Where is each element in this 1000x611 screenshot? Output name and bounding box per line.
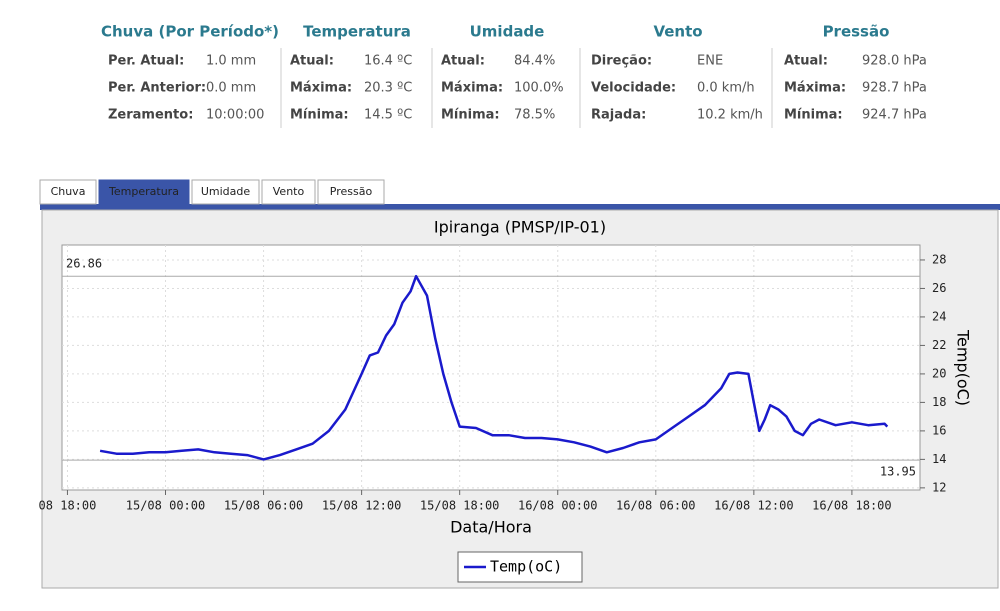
field-label: Mínima: (441, 108, 500, 123)
x-tick-label: 15/08 00:00 (126, 499, 205, 513)
chart-title: Ipiranga (PMSP/IP-01) (434, 218, 606, 237)
y-tick-label: 16 (932, 423, 946, 437)
field-label: Direção: (591, 54, 652, 69)
field-value: 0.0 mm (206, 81, 256, 96)
tab[interactable] (261, 179, 316, 205)
field-label: Per. Atual: (108, 54, 184, 69)
tab-label[interactable]: Chuva (51, 185, 86, 198)
series-line (99, 274, 889, 461)
panel-title: Pressão (823, 23, 890, 41)
x-axis-title: Data/Hora (450, 518, 532, 537)
y-tick-label: 28 (932, 252, 946, 266)
field-value: 928.7 hPa (862, 81, 927, 96)
field-value: 100.0% (514, 81, 564, 96)
field-label: Atual: (441, 54, 485, 69)
y-tick-label: 12 (932, 480, 946, 494)
field-value: 924.7 hPa (862, 108, 927, 123)
panel-title: Temperatura (303, 23, 411, 41)
field-label: Atual: (784, 54, 828, 69)
field-value: 14.5 ºC (364, 108, 412, 123)
field-value: 928.0 hPa (862, 54, 927, 69)
plot-area (61, 244, 921, 491)
field-label: Máxima: (441, 81, 503, 96)
panel-title: Chuva (Por Período*) (101, 23, 279, 41)
field-label: Atual: (290, 54, 334, 69)
x-tick-label: 16/08 00:00 (518, 499, 597, 513)
legend-label: Temp(oC) (490, 558, 562, 576)
x-tick-label: 16/08 12:00 (714, 499, 793, 513)
y-tick-label: 26 (932, 281, 946, 295)
field-label: Velocidade: (591, 81, 676, 96)
x-tick-label: 16/08 18:00 (812, 499, 891, 513)
tab-bar (40, 204, 1000, 210)
x-tick-label: 16/08 06:00 (616, 499, 695, 513)
field-value: 78.5% (514, 108, 555, 123)
field-label: Máxima: (290, 81, 352, 96)
tab[interactable] (317, 179, 385, 205)
y-tick-label: 22 (932, 338, 946, 352)
field-value: 0.0 km/h (697, 81, 755, 96)
tab[interactable] (191, 179, 260, 205)
field-label: Rajada: (591, 108, 646, 123)
y-axis-title: Temp(oC) (954, 329, 973, 406)
field-value: 16.4 ºC (364, 54, 412, 69)
y-tick-label: 20 (932, 366, 946, 380)
min-label: 13.95 (880, 465, 916, 479)
x-tick-label: 15/08 18:00 (420, 499, 499, 513)
field-value: 10:00:00 (206, 108, 264, 123)
field-label: Zeramento: (108, 108, 193, 123)
tab[interactable] (98, 179, 190, 205)
panel-title: Umidade (470, 23, 545, 41)
field-value: 10.2 km/h (697, 108, 763, 123)
field-value: 1.0 mm (206, 54, 256, 69)
y-tick-label: 18 (932, 395, 946, 409)
tab-label[interactable]: Umidade (201, 185, 251, 198)
tab-label[interactable]: Pressão (330, 185, 373, 198)
field-value: ENE (697, 54, 723, 69)
max-label: 26.86 (66, 257, 102, 271)
y-tick-label: 14 (932, 452, 946, 466)
field-label: Máxima: (784, 81, 846, 96)
panel-title: Vento (653, 23, 702, 41)
tab-label[interactable]: Temperatura (108, 185, 179, 198)
y-tick-label: 24 (932, 309, 946, 323)
field-value: 20.3 ºC (364, 81, 412, 96)
x-tick-label: 08 18:00 (39, 499, 97, 513)
field-value: 84.4% (514, 54, 555, 69)
field-label: Per. Anterior: (108, 81, 206, 96)
x-tick-label: 15/08 12:00 (322, 499, 401, 513)
tab[interactable] (39, 179, 97, 205)
field-label: Mínima: (290, 108, 349, 123)
field-label: Mínima: (784, 108, 843, 123)
tab-label[interactable]: Vento (273, 185, 305, 198)
x-tick-label: 15/08 06:00 (224, 499, 303, 513)
